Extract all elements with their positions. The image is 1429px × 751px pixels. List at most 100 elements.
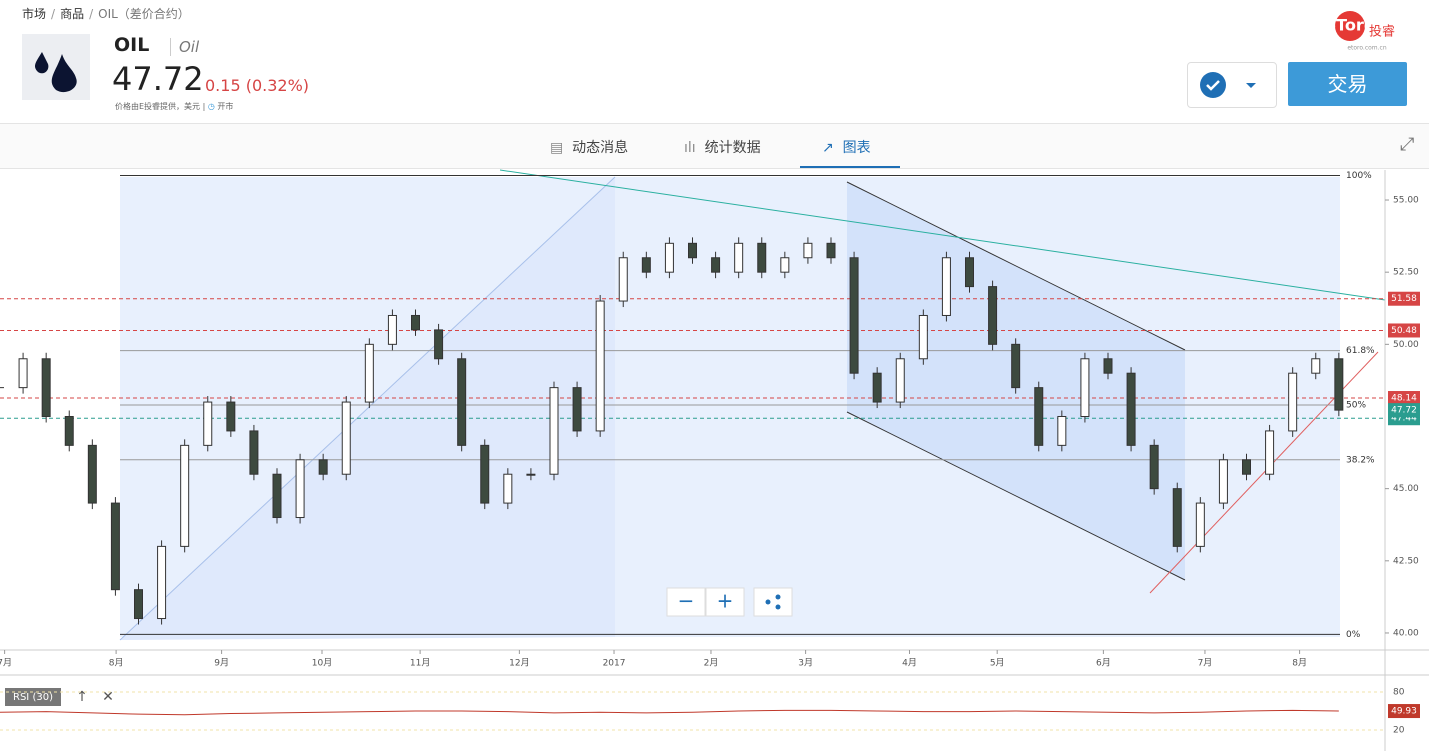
candle [641, 257, 651, 273]
candle [711, 257, 721, 273]
price-label: 47.72 [1391, 406, 1417, 416]
y-tick-label: 55.00 [1393, 196, 1419, 206]
zoom-out[interactable] [666, 587, 706, 617]
candle [272, 473, 282, 519]
fib-label: 0% [1346, 630, 1361, 640]
logo-text: eToro [1330, 16, 1375, 35]
instrument-name: Oil [170, 38, 199, 56]
candle [1288, 372, 1298, 432]
candle [364, 343, 374, 403]
tab-bar: ▤ 动态消息 ılı 统计数据 ↗ 图表 ⤢ [0, 123, 1429, 169]
candle [618, 257, 628, 302]
fib-label: 61.8% [1346, 346, 1375, 356]
fib-label: 100% [1346, 171, 1372, 181]
x-tick-label: 8月 [1292, 658, 1307, 669]
y-tick-label: 40.00 [1393, 628, 1419, 638]
candle [1242, 459, 1251, 475]
logo-url: etoro.com.cn [1347, 45, 1387, 52]
price-label: 51.58 [1391, 294, 1417, 304]
zoom-controls: − + [666, 587, 793, 617]
tab-label[interactable]: 动态消息 [572, 140, 629, 156]
x-tick-label: 11月 [410, 658, 430, 669]
x-tick-label: 7月 [0, 658, 12, 669]
candle [734, 242, 744, 273]
candle [1195, 502, 1205, 547]
candle [1080, 358, 1090, 417]
expand-button[interactable]: ⤢ [1400, 134, 1415, 155]
price-label-box [1388, 391, 1420, 406]
instrument-icon [22, 34, 90, 100]
tab[interactable]: ılı 统计数据 [684, 140, 761, 156]
candle [18, 358, 28, 389]
x-tick-label: 4月 [902, 658, 917, 669]
symbol: OIL [114, 34, 150, 56]
candle [849, 257, 859, 374]
candle [941, 257, 951, 316]
rsi-tag [5, 688, 61, 706]
tab[interactable]: ▤ 动态消息 [550, 140, 629, 156]
price-note: 价格由E投睿提供，美元 | ◷ 开市 [115, 102, 234, 111]
candle [1057, 415, 1067, 446]
candle [1011, 343, 1021, 389]
logo[interactable]: eToro 投睿 etoro.com.cn [1325, 6, 1404, 52]
x-tick-label: 8月 [109, 658, 124, 669]
y-tick-label: 52.50 [1393, 268, 1419, 278]
candle [780, 257, 790, 273]
candle [895, 358, 905, 403]
price-change: 0.15 (0.32%) [205, 76, 310, 95]
rsi-label: RSI (30) [13, 692, 53, 703]
candle [1034, 387, 1044, 446]
x-tick-label: 7月 [1198, 658, 1213, 669]
drawings [119, 169, 1386, 641]
candle [480, 444, 490, 504]
watch-button[interactable] [1187, 62, 1277, 108]
rsi-close[interactable]: ✕ [102, 689, 114, 705]
share[interactable] [753, 587, 793, 617]
svg-text:−: − [678, 589, 695, 613]
candle [1334, 358, 1344, 411]
candle [1311, 358, 1321, 374]
candle [387, 314, 397, 345]
price-label-box [1388, 704, 1420, 719]
candle [872, 372, 882, 403]
candle [411, 314, 420, 331]
candle [249, 430, 259, 475]
logo-cn: 投睿 [1369, 24, 1395, 40]
market-status: 开市 [217, 102, 234, 111]
y-tick-label: 20 [1393, 726, 1405, 736]
fib-label: 50% [1346, 400, 1366, 410]
candle [341, 401, 351, 475]
tab-label[interactable]: 统计数据 [704, 140, 761, 156]
crumb[interactable]: 商品 [60, 7, 85, 21]
candle [1218, 459, 1228, 504]
candle [503, 473, 513, 504]
candle [41, 358, 51, 417]
trade-button[interactable]: 交易 [1288, 62, 1407, 106]
crumb: OIL（差价合约） [98, 7, 190, 21]
candle [549, 387, 559, 475]
x-tick-label: 6月 [1096, 658, 1111, 669]
tab[interactable]: ↗ 图表 [822, 140, 871, 156]
price-label: 49.93 [1391, 707, 1417, 717]
candle [1126, 372, 1136, 446]
x-tick-label: 2017 [603, 659, 626, 669]
svg-text:+: + [717, 589, 734, 613]
candle [1265, 430, 1275, 475]
rsi-move[interactable]: ↑ [76, 689, 88, 705]
candle [434, 329, 444, 360]
candle [110, 502, 120, 591]
x-tick-label: 2月 [704, 658, 719, 669]
zoom-in[interactable] [705, 587, 745, 617]
tab-label[interactable]: 图表 [842, 140, 871, 156]
candle [803, 242, 813, 259]
candle [1149, 444, 1159, 490]
crumb[interactable]: 市场 [22, 7, 47, 21]
x-tick-label: 5月 [990, 658, 1005, 669]
price-label: 48.14 [1391, 394, 1417, 404]
candle [826, 242, 836, 259]
fib-label: 38.2% [1346, 455, 1375, 465]
candle [595, 300, 605, 432]
